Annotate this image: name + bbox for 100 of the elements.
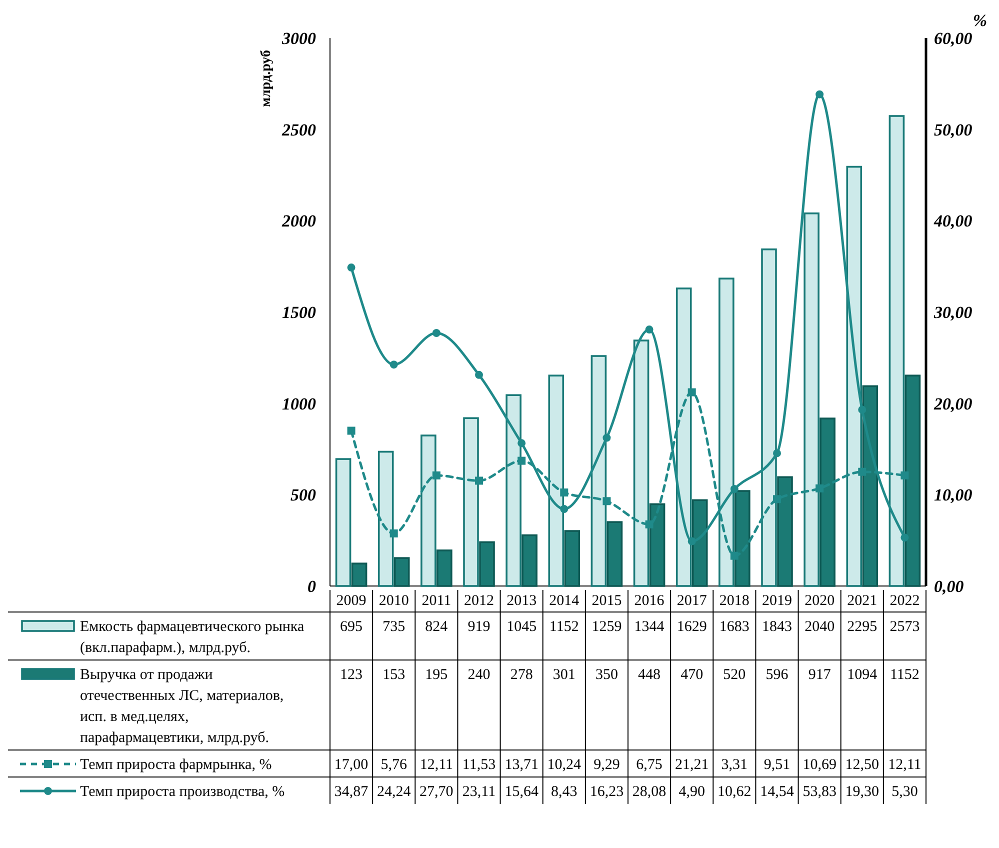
y2-tick-label: 0,00	[934, 576, 964, 596]
point	[645, 326, 654, 334]
data-label: 12,11	[420, 757, 454, 773]
point	[900, 471, 909, 480]
data-label: 15,64	[504, 784, 539, 800]
x-tick-label: 2013	[506, 593, 537, 609]
data-label: 1152	[890, 667, 920, 683]
x-tick-label: 2011	[422, 593, 452, 609]
data-label: 10,24	[547, 757, 582, 773]
y2-tick-label: 40,00	[933, 212, 973, 231]
data-label: 1629	[676, 619, 707, 635]
point	[730, 552, 738, 560]
data-label: 917	[808, 667, 832, 683]
point	[773, 449, 781, 458]
data-label: 5,30	[892, 784, 918, 800]
x-tick-label: 2018	[719, 593, 750, 609]
data-label: 8,43	[551, 784, 578, 800]
data-label: 21,21	[674, 757, 709, 773]
x-tick-label: 2014	[549, 593, 580, 609]
data-label: 278	[510, 667, 533, 683]
point	[858, 406, 866, 414]
point	[347, 264, 356, 272]
data-label: 301	[552, 667, 576, 683]
point	[688, 388, 696, 396]
data-label: 2040	[804, 619, 835, 635]
legend-label: Емкость фармацевтического рынка (вкл.парафарм.), млрд.руб.	[80, 619, 304, 656]
point	[645, 520, 654, 528]
data-label: 6,75	[636, 757, 662, 773]
y-tick-label: 1500	[282, 302, 316, 322]
point	[560, 505, 568, 514]
data-label: 10,69	[802, 757, 836, 773]
point	[432, 471, 440, 480]
point	[816, 90, 824, 98]
data-label: 3,31	[721, 757, 748, 773]
point	[390, 529, 398, 538]
data-label: 123	[340, 667, 363, 683]
y2-tick-label: 30,00	[933, 302, 973, 322]
y-tick-label: 500	[290, 486, 316, 505]
data-label: 2295	[847, 619, 878, 635]
data-label: 350	[595, 667, 618, 683]
data-label: 2573	[890, 619, 920, 635]
point	[730, 485, 738, 494]
point	[432, 329, 440, 338]
data-label: 596	[766, 667, 789, 683]
point	[900, 534, 909, 542]
legend-label: Темп прироста производства, %	[80, 784, 285, 800]
data-label: 17,00	[334, 757, 368, 773]
data-label: 27,70	[420, 784, 454, 800]
data-label: 695	[340, 619, 363, 635]
point	[560, 488, 568, 496]
y-axis-title: млрд.руб	[259, 50, 274, 107]
y2-tick-label: 60,00	[934, 28, 973, 48]
data-label: 1683	[719, 619, 750, 635]
data-label: 24,24	[376, 784, 412, 800]
data-label: 240	[468, 667, 490, 683]
data-label: 9,29	[594, 757, 620, 773]
x-tick-label: 2021	[847, 593, 878, 609]
data-label: 34,87	[334, 784, 369, 800]
data-label: 13,71	[504, 757, 538, 773]
point	[773, 495, 781, 504]
data-label: 1843	[762, 619, 792, 635]
point	[518, 439, 526, 448]
x-tick-label: 2012	[464, 593, 494, 609]
data-label: 11,53	[462, 757, 496, 773]
point	[602, 497, 611, 506]
data-label: 53,83	[802, 784, 836, 800]
x-tick-label: 2022	[890, 593, 920, 609]
point	[475, 476, 483, 485]
x-tick-label: 2009	[336, 593, 366, 609]
data-label: 5,76	[380, 757, 408, 773]
data-label: 1152	[549, 619, 579, 635]
x-tick-label: 2019	[762, 593, 792, 609]
x-tick-label: 2017	[676, 593, 708, 609]
y-tick-label: 3000	[281, 28, 316, 48]
y-tick-label: 1000	[282, 394, 316, 414]
x-tick-label: 2010	[378, 593, 409, 609]
legend-label: Темп прироста фармрынка, %	[80, 757, 272, 773]
data-label: 919	[468, 619, 490, 635]
data-label: 520	[723, 667, 746, 683]
y-tick-label: 0	[308, 576, 316, 596]
data-label: 1344	[634, 619, 665, 635]
point	[475, 370, 483, 379]
y2-tick-label: 50,00	[934, 120, 973, 140]
data-label: 12,11	[888, 757, 922, 773]
data-label: 195	[425, 667, 448, 683]
point	[518, 456, 526, 465]
legend-label: Выручка от продажи отечественных ЛС, материалов, исп. в мед.целях, парафармацевтики, млрд.руб.	[80, 667, 284, 746]
data-label: 448	[638, 667, 661, 683]
y-tick-label: 2000	[281, 212, 316, 231]
data-label: 16,23	[590, 784, 624, 800]
y-tick-label: 2500	[281, 120, 316, 140]
point	[816, 484, 824, 492]
x-tick-label: 2016	[634, 593, 665, 609]
y2-axis-title: %	[972, 11, 987, 30]
data-label: 824	[425, 619, 448, 635]
data-label: 153	[382, 667, 406, 683]
data-label: 19,30	[845, 784, 880, 800]
point	[688, 537, 696, 546]
point	[602, 434, 611, 442]
data-label: 1094	[847, 667, 878, 683]
